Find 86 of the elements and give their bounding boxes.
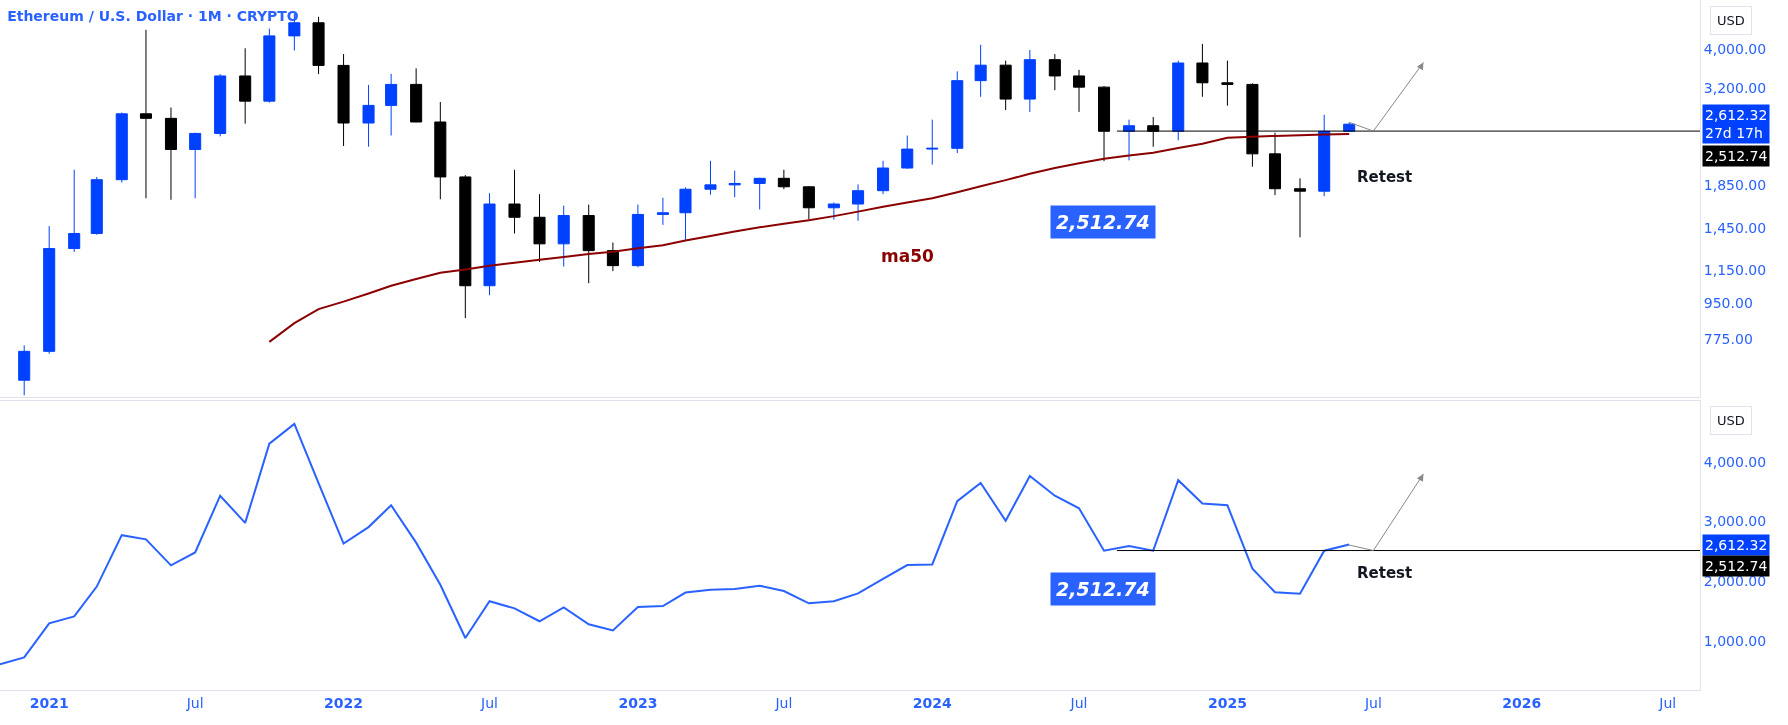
candlestick [999, 60, 1012, 111]
y-tick-label: 3,200.00 [1703, 80, 1767, 97]
candlestick [728, 170, 741, 198]
candlestick [951, 70, 964, 154]
candlestick [115, 112, 128, 183]
candlestick [679, 186, 692, 241]
x-tick-label: Jul [185, 694, 204, 711]
text: 2,512.74 [1705, 558, 1768, 574]
x-tick-label: 2026 [1502, 694, 1542, 711]
candlestick [483, 192, 496, 296]
y-tick-label: 1,150.00 [1703, 261, 1767, 278]
annotation: Retest [1357, 564, 1413, 582]
y-tick-label: 4,000.00 [1703, 40, 1767, 57]
candlestick [901, 135, 914, 170]
candlestick [1221, 60, 1234, 107]
candlestick [459, 174, 472, 319]
candlestick [43, 225, 56, 355]
x-tick-label: 2021 [29, 694, 69, 711]
candlestick [704, 160, 717, 196]
candlestick [68, 169, 81, 253]
y-tick-label: 1,450.00 [1703, 220, 1767, 237]
candlestick [656, 197, 669, 226]
y-tick-label: 3,000.00 [1703, 513, 1767, 530]
x-tick-label: Jul [480, 694, 498, 711]
candlestick [90, 176, 103, 236]
candlestick [582, 204, 595, 284]
x-tick-label: Jul [1658, 694, 1677, 711]
candlestick [239, 47, 252, 125]
candlestick [557, 205, 570, 268]
candlestick [385, 73, 398, 137]
candlestick [1073, 69, 1086, 113]
x-tick-label: 2022 [324, 694, 364, 711]
x-tick-label: 2023 [618, 694, 658, 711]
annotation: 2,512.74 [1056, 211, 1150, 233]
candlestick [631, 204, 644, 268]
candlestick [533, 193, 546, 263]
candlestick [362, 84, 375, 148]
y-tick-label: 950.00 [1703, 295, 1753, 312]
y-axis-title: USD [1717, 13, 1745, 28]
candlestick [1098, 85, 1111, 162]
candlestick [1023, 49, 1036, 113]
x-tick-label: 2024 [912, 694, 952, 711]
y-tick-label: 1,850.00 [1703, 177, 1767, 194]
text: ma50 [881, 246, 935, 266]
candlestick [852, 183, 865, 222]
text: 2,512.74 [1705, 148, 1768, 164]
candlestick [1318, 114, 1331, 197]
candlestick [434, 101, 447, 200]
y-axis-title: USD [1717, 413, 1745, 428]
candlestick [263, 28, 276, 104]
candlestick [337, 53, 350, 147]
x-tick-label: Jul [1069, 694, 1088, 711]
candlestick [214, 73, 227, 137]
candlestick [1196, 43, 1209, 98]
x-tick-label: Jul [1363, 694, 1382, 711]
candlestick [18, 344, 31, 396]
candlestick [802, 185, 815, 220]
candlestick [508, 169, 521, 234]
candlestick [312, 16, 325, 75]
text: 2,612.32 [1705, 537, 1768, 553]
y-tick-label: 1,000.00 [1703, 632, 1767, 649]
annotation: 2,512.74 [1056, 578, 1150, 600]
candlestick [139, 29, 152, 199]
candlestick [1293, 177, 1307, 238]
x-tick-label: Jul [774, 694, 793, 711]
y-tick-label: 2,000.00 [1703, 573, 1767, 590]
candlestick [1123, 119, 1136, 161]
candlestick [1172, 60, 1185, 141]
candlestick [827, 201, 840, 221]
text: 2,612.32 27d 17h [1705, 107, 1768, 142]
candlestick [926, 119, 939, 166]
text: Ethereum / U.S. Dollar · 1M · CRYPTO [7, 7, 299, 24]
x-tick-label: 2025 [1207, 694, 1247, 711]
candlestick [164, 107, 177, 201]
candlestick [1048, 53, 1061, 91]
line-series [0, 422, 1351, 666]
annotation: Retest [1357, 168, 1413, 186]
y-tick-label: 4,000.00 [1703, 453, 1767, 470]
candlestick [777, 169, 790, 190]
candlestick [753, 177, 766, 210]
candlestick [877, 160, 890, 195]
candlestick [189, 132, 202, 199]
candlestick [410, 67, 423, 123]
y-tick-label: 775.00 [1703, 331, 1753, 348]
line-series [268, 133, 1351, 343]
candlestick [974, 44, 987, 98]
